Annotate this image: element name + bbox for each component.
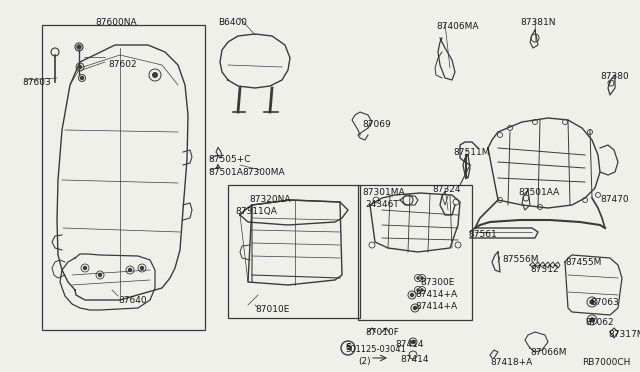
Circle shape xyxy=(590,318,594,322)
Text: 87470: 87470 xyxy=(600,195,628,204)
Text: RB7000CH: RB7000CH xyxy=(582,358,630,367)
Text: B6400: B6400 xyxy=(218,18,247,27)
Circle shape xyxy=(590,300,594,304)
Text: (2): (2) xyxy=(358,357,371,366)
Circle shape xyxy=(417,289,419,291)
Text: 87320NA: 87320NA xyxy=(249,195,291,204)
Text: 87062: 87062 xyxy=(585,318,614,327)
Text: 87406MA: 87406MA xyxy=(436,22,479,31)
Circle shape xyxy=(83,266,86,269)
Circle shape xyxy=(410,294,413,296)
Text: 87317M: 87317M xyxy=(608,330,640,339)
Text: 87501AA: 87501AA xyxy=(518,188,559,197)
Text: 87063: 87063 xyxy=(590,298,619,307)
Circle shape xyxy=(417,277,419,279)
Text: 24346T: 24346T xyxy=(365,200,399,209)
Text: 87561: 87561 xyxy=(468,230,497,239)
Text: 87600NA: 87600NA xyxy=(95,18,136,27)
Circle shape xyxy=(413,307,417,310)
Text: S: S xyxy=(345,343,351,353)
Text: S01125-03041: S01125-03041 xyxy=(345,345,406,354)
Text: 87301MA: 87301MA xyxy=(362,188,404,197)
Text: 87640: 87640 xyxy=(118,296,147,305)
Text: 87505+C: 87505+C xyxy=(208,155,250,164)
Circle shape xyxy=(81,77,83,80)
Text: 87414: 87414 xyxy=(400,355,429,364)
Text: 87010F: 87010F xyxy=(365,328,399,337)
Text: 87066M: 87066M xyxy=(530,348,566,357)
Text: 87511M: 87511M xyxy=(453,148,490,157)
Circle shape xyxy=(99,273,102,276)
Text: 87455M: 87455M xyxy=(565,258,602,267)
Text: 87300E: 87300E xyxy=(420,278,454,287)
Text: 87414+A: 87414+A xyxy=(415,290,457,299)
Bar xyxy=(42,25,205,330)
Text: 87414+A: 87414+A xyxy=(415,302,457,311)
Text: 87311QA: 87311QA xyxy=(235,207,277,216)
Text: 87414: 87414 xyxy=(395,340,424,349)
Bar xyxy=(228,185,360,318)
Text: 87381N: 87381N xyxy=(520,18,556,27)
Text: 87312: 87312 xyxy=(530,265,559,274)
Text: 87380: 87380 xyxy=(600,72,628,81)
Text: 87069: 87069 xyxy=(362,120,391,129)
Text: 87603: 87603 xyxy=(22,78,51,87)
Circle shape xyxy=(77,45,81,49)
Text: 87324: 87324 xyxy=(432,185,461,194)
Text: 87418+A: 87418+A xyxy=(490,358,532,367)
Text: 87010E: 87010E xyxy=(255,305,289,314)
Text: 87300MA: 87300MA xyxy=(242,168,285,177)
Circle shape xyxy=(141,266,143,269)
Text: 87602: 87602 xyxy=(108,60,136,69)
Circle shape xyxy=(129,269,131,272)
Circle shape xyxy=(421,277,423,279)
Bar xyxy=(358,185,472,320)
Circle shape xyxy=(421,289,423,291)
Circle shape xyxy=(79,65,81,68)
Text: 87501A: 87501A xyxy=(208,168,243,177)
Circle shape xyxy=(412,340,415,343)
Text: 87556M: 87556M xyxy=(502,255,538,264)
Circle shape xyxy=(152,73,157,77)
